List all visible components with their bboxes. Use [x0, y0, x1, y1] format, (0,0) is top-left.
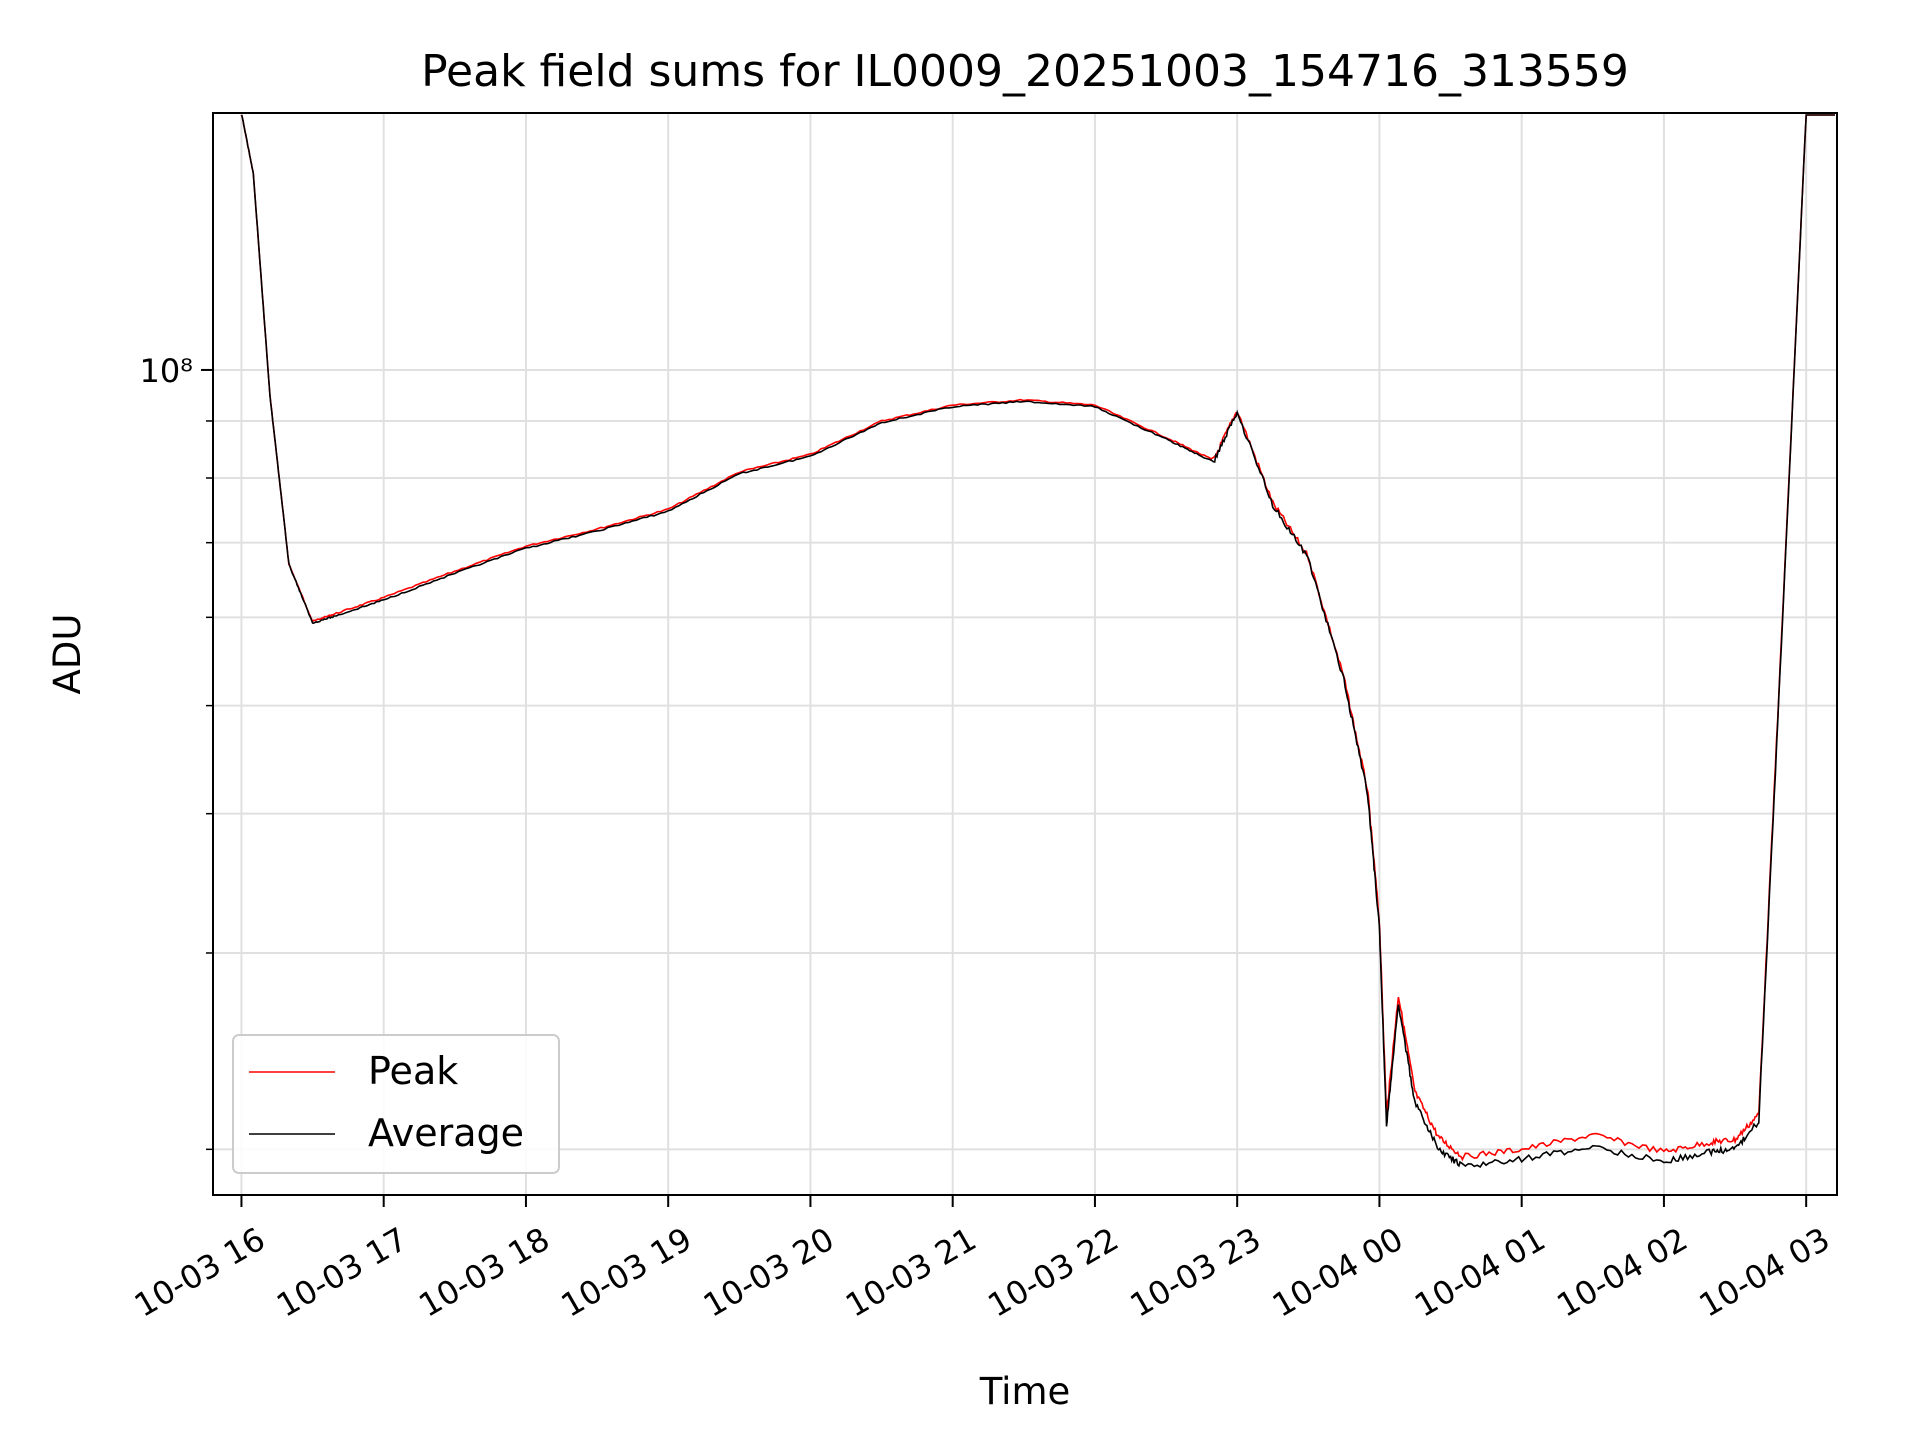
legend: Peak Average: [232, 1034, 560, 1174]
x-tick-label: 10-04 02: [1550, 1220, 1694, 1325]
x-tick-label: 10-03 20: [697, 1220, 841, 1325]
x-tick-label: 10-03 16: [128, 1220, 272, 1325]
x-tick-label: 10-03 21: [839, 1220, 983, 1325]
grid: [213, 113, 1837, 1195]
chart-title: Peak field sums for IL0009_20251003_1547…: [421, 46, 1629, 97]
x-tick-label: 10-04 01: [1408, 1220, 1552, 1325]
legend-label-peak: Peak: [368, 1049, 458, 1093]
y-axis: 10⁸: [139, 352, 213, 1151]
plot-area: [212, 112, 1838, 1196]
x-tick-label: 10-03 18: [412, 1220, 556, 1325]
x-axis-label: Time: [979, 1370, 1071, 1413]
x-tick-label: 10-03 19: [555, 1220, 699, 1325]
legend-box: [232, 1034, 560, 1174]
x-tick-label: 10-04 03: [1693, 1220, 1837, 1325]
series-line-average: [240, 114, 1835, 1168]
y-axis-label: ADU: [46, 614, 89, 695]
y-tick-label: 10⁸: [139, 352, 193, 390]
x-tick-label: 10-03 22: [981, 1220, 1125, 1325]
x-tick-label: 10-03 17: [270, 1220, 414, 1325]
series-line-peak: [240, 114, 1835, 1162]
x-tick-label: 10-03 23: [1124, 1220, 1268, 1325]
series-layer: [240, 114, 1835, 1168]
x-tick-label: 10-04 00: [1266, 1220, 1410, 1325]
legend-label-average: Average: [368, 1111, 524, 1155]
